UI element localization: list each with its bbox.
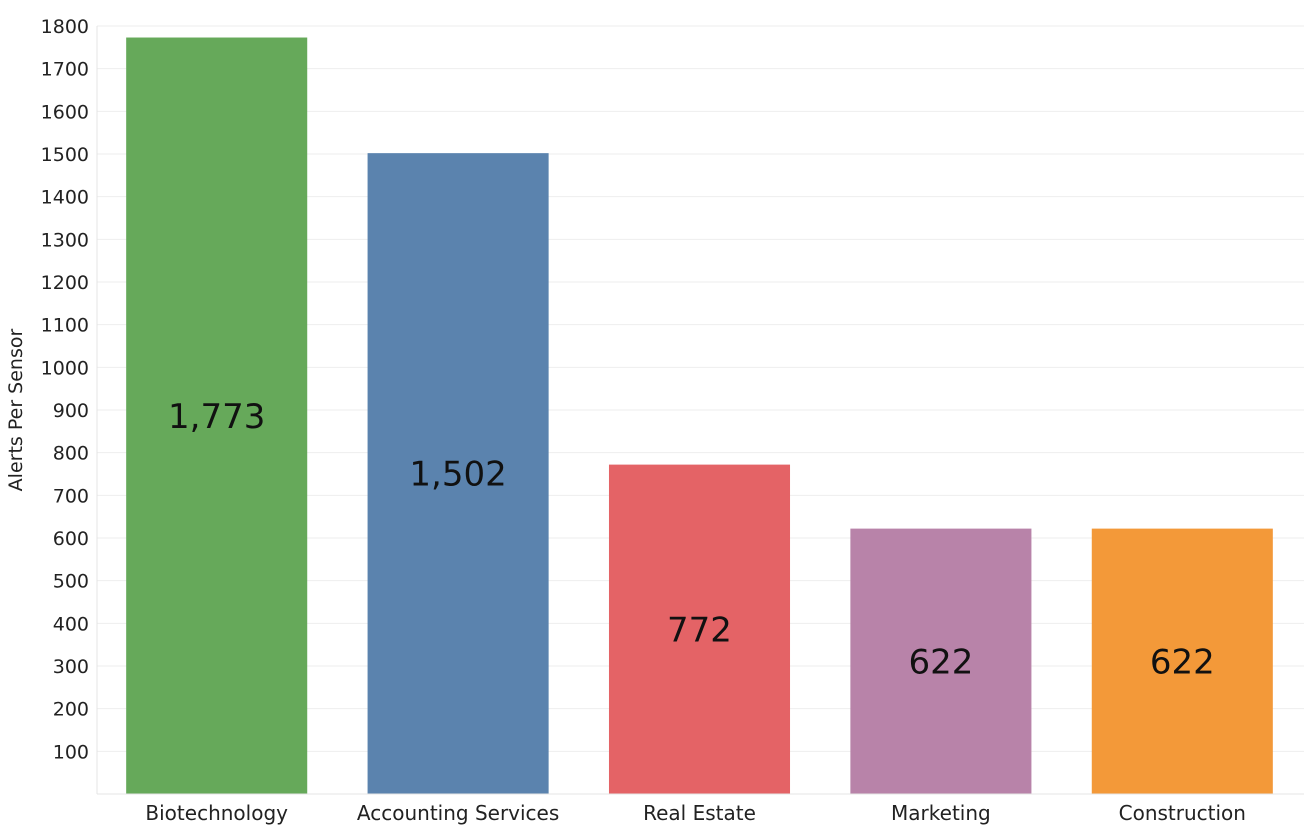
x-tick-label: Real Estate — [643, 801, 756, 825]
y-tick-label: 1500 — [41, 144, 89, 166]
y-tick-label: 200 — [53, 699, 89, 721]
bar-value-label: 622 — [908, 642, 973, 682]
bar-value-label: 1,502 — [409, 455, 506, 495]
y-tick-label: 500 — [53, 571, 89, 593]
y-tick-label: 900 — [53, 400, 89, 422]
bar-value-label: 622 — [1150, 642, 1215, 682]
bar-biotechnology — [126, 37, 308, 794]
x-tick-label: Biotechnology — [145, 801, 288, 825]
bar-value-label: 1,773 — [168, 397, 265, 437]
y-tick-label: 300 — [53, 656, 89, 678]
y-tick-label: 1100 — [41, 315, 89, 337]
bars — [126, 37, 1273, 794]
bar-real-estate — [608, 464, 791, 794]
y-tick-label: 1600 — [41, 101, 89, 123]
y-tick-label: 1400 — [41, 187, 89, 209]
y-tick-label: 1700 — [41, 59, 89, 81]
y-tick-label: 600 — [53, 528, 89, 550]
bar-marketing — [850, 528, 1032, 794]
x-tick-label: Accounting Services — [357, 801, 559, 825]
y-tick-label: 800 — [53, 443, 89, 465]
y-tick-label: 1200 — [41, 272, 89, 294]
y-tick-label: 700 — [53, 485, 89, 507]
bar-construction — [1091, 528, 1273, 794]
y-tick-label: 1000 — [41, 357, 89, 379]
bar-value-label: 772 — [667, 610, 732, 650]
bar-accounting-services — [367, 153, 549, 794]
x-axis-labels: Biotechnology Accounting Services Real Est… — [145, 801, 1246, 825]
y-tick-label: 100 — [53, 741, 89, 763]
data-labels: 1,773 1,502 772 622 622 — [168, 397, 1215, 683]
x-tick-label: Construction — [1119, 801, 1246, 825]
y-tick-label: 1300 — [41, 229, 89, 251]
x-tick-label: Marketing — [891, 801, 991, 825]
y-tick-label: 400 — [53, 613, 89, 635]
y-axis-title: Alerts Per Sensor — [5, 329, 27, 492]
y-tick-label: 1800 — [41, 16, 89, 38]
y-axis-ticks: 100 200 300 400 500 600 700 800 900 1000 1100 1200 1… — [41, 16, 89, 763]
